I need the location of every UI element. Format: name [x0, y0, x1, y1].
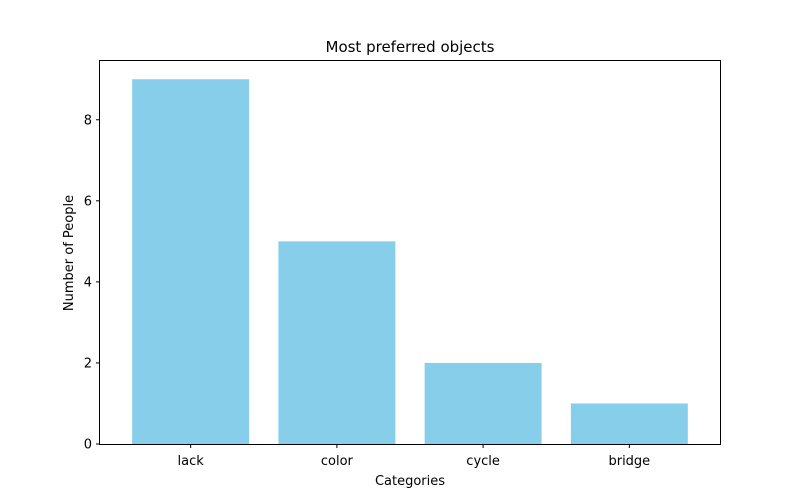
plot-frame	[99, 60, 721, 445]
x-tick-label: lack	[178, 454, 205, 469]
y-axis-ticks: 0 2 4 6 8	[84, 113, 100, 453]
bar-color	[278, 241, 396, 444]
x-tick-label: bridge	[608, 454, 650, 469]
x-axis-title: Categories	[375, 474, 445, 489]
chart-title: Most preferred objects	[326, 38, 495, 56]
x-tick-label: cycle	[466, 454, 500, 469]
x-tick-label: color	[321, 454, 354, 469]
bar-lack	[132, 79, 250, 444]
y-tick-label: 0	[84, 438, 92, 453]
bar-cycle	[424, 362, 542, 444]
x-axis-ticks: lack color cycle bridge	[178, 444, 650, 469]
y-tick-label: 8	[84, 113, 92, 128]
bars-group	[132, 79, 688, 444]
bar-bridge	[570, 403, 688, 444]
y-tick-label: 4	[84, 275, 92, 290]
y-tick-label: 2	[84, 356, 92, 371]
y-axis-title: Number of People	[62, 195, 77, 311]
y-tick-label: 6	[84, 194, 92, 209]
